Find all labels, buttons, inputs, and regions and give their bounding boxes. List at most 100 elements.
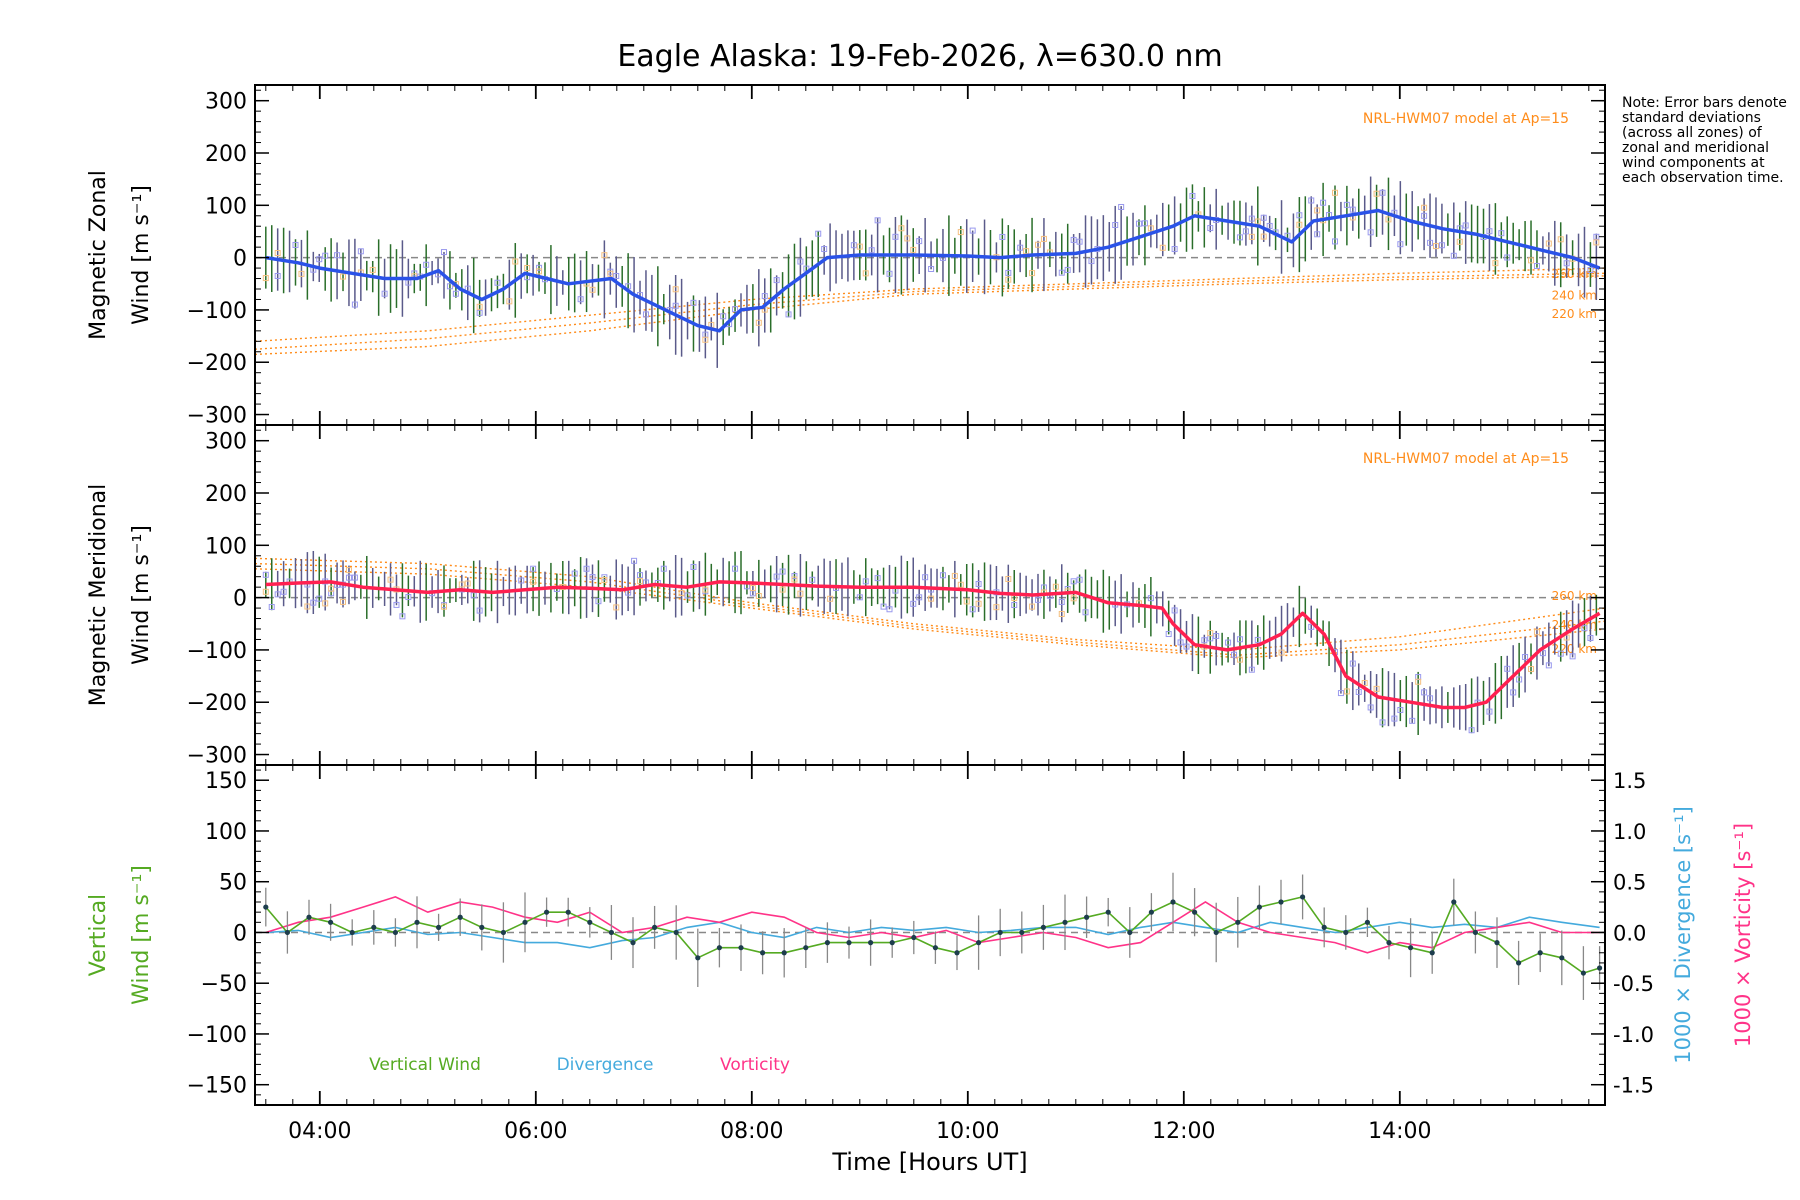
- y-tick-label: −200: [187, 691, 247, 716]
- zone-marker: [963, 598, 970, 605]
- zone-marker: [1421, 689, 1428, 696]
- vertical-ylabel-1: Vertical: [86, 894, 111, 976]
- zone-marker: [381, 290, 388, 297]
- vertical-wind-point: [328, 919, 334, 925]
- zone-marker: [334, 252, 341, 259]
- chart-title: Eagle Alaska: 19-Feb-2026, λ=630.0 nm: [617, 39, 1222, 74]
- zone-marker: [274, 250, 281, 257]
- zone-marker: [1058, 269, 1065, 276]
- zone-marker: [1076, 238, 1083, 245]
- y2-tick-label: -0.5: [1613, 972, 1654, 996]
- zone-marker: [969, 606, 976, 613]
- zone-marker: [607, 270, 614, 277]
- zone-marker: [613, 604, 620, 611]
- zone-marker: [1213, 633, 1220, 640]
- y-tick-label: 0: [233, 587, 247, 612]
- zone-marker: [922, 574, 929, 581]
- zone-marker: [1147, 225, 1154, 232]
- zone-marker: [773, 573, 780, 580]
- model-label: NRL-HWM07 model at Ap=15: [1363, 451, 1569, 467]
- zone-marker: [280, 588, 287, 595]
- zone-marker: [1432, 243, 1439, 250]
- vertical-wind-point: [522, 919, 528, 925]
- zone-marker: [637, 572, 644, 579]
- zone-marker: [423, 261, 430, 268]
- zone-marker: [1052, 583, 1059, 590]
- zone-marker: [862, 270, 869, 277]
- zone-marker: [1118, 203, 1125, 210]
- x-tick-label: 04:00: [288, 1119, 351, 1144]
- meridional-wind-line: [265, 580, 1601, 710]
- zone-marker: [1587, 267, 1594, 274]
- zone-marker: [868, 247, 875, 254]
- zone-marker: [310, 599, 317, 606]
- zone-marker: [506, 298, 513, 305]
- zone-marker: [1035, 241, 1041, 248]
- vertical-wind-point: [1597, 965, 1603, 971]
- zone-marker: [274, 272, 281, 279]
- y2-tick-label: -1.5: [1613, 1074, 1654, 1098]
- zone-marker: [1504, 665, 1511, 672]
- zone-marker: [476, 309, 483, 316]
- model-curve-220-km: [254, 275, 1606, 356]
- zone-marker: [856, 243, 863, 250]
- y-tick-label: −300: [187, 744, 247, 769]
- zonal-panel: 260 km 240 km 220 km NRL-HWM07 model at Ap=…: [86, 84, 1606, 429]
- zone-marker: [262, 571, 269, 578]
- vertical-wind-point: [544, 909, 550, 915]
- zone-marker: [1427, 239, 1434, 246]
- vertical-wind-point: [1408, 945, 1414, 951]
- zone-marker: [1593, 233, 1600, 240]
- zone-marker: [1254, 636, 1261, 643]
- zone-marker: [1314, 207, 1321, 214]
- zone-marker: [1201, 637, 1208, 644]
- zone-marker: [910, 246, 917, 253]
- zone-marker: [874, 217, 881, 224]
- x-axis-label: Time [Hours UT]: [831, 1148, 1027, 1176]
- zone-marker: [1058, 610, 1065, 617]
- y2-label-vorticity: 1000 × Vorticity [s⁻¹]: [1731, 823, 1755, 1047]
- zone-marker: [262, 588, 269, 595]
- vertical-wind-point: [846, 940, 852, 946]
- vertical-wind-point: [263, 904, 269, 910]
- zone-marker: [571, 570, 578, 577]
- zone-marker: [1361, 679, 1368, 686]
- vertical-wind-point: [1084, 914, 1090, 920]
- y-tick-label: 200: [205, 142, 247, 167]
- zone-marker: [1064, 266, 1071, 273]
- zone-marker: [1355, 688, 1362, 695]
- zone-marker: [1450, 252, 1457, 259]
- vertical-frame: [254, 764, 1606, 1106]
- zone-marker: [1587, 634, 1594, 641]
- zone-marker: [1385, 216, 1392, 223]
- vertical-wind-point: [371, 924, 377, 930]
- zone-marker: [1539, 650, 1546, 657]
- meridional-ylabel-1: Magnetic Meridional: [86, 484, 111, 706]
- zone-marker: [589, 286, 596, 293]
- zone-marker: [1391, 715, 1398, 722]
- zone-marker: [755, 319, 762, 326]
- vertical-wind-point: [889, 940, 895, 946]
- y-tick-label: 300: [205, 90, 247, 115]
- x-tick-label: 12:00: [1152, 1119, 1215, 1144]
- zone-marker: [536, 264, 543, 271]
- zone-marker: [316, 595, 323, 602]
- zone-marker: [369, 266, 376, 273]
- zone-marker: [1438, 242, 1445, 249]
- zone-marker: [1468, 727, 1475, 734]
- model-label: NRL-HWM07 model at Ap=15: [1363, 111, 1569, 127]
- vertical-wind-point: [1148, 909, 1154, 915]
- zone-marker: [1492, 260, 1499, 267]
- vertical-wind-point: [824, 940, 831, 946]
- y-tick-label: −100: [187, 299, 247, 324]
- zone-marker: [1545, 662, 1552, 669]
- model-curve-220-km: [254, 568, 1606, 659]
- zone-marker: [761, 293, 768, 300]
- zone-marker: [850, 242, 857, 249]
- x-tick-label: 06:00: [504, 1119, 567, 1144]
- zone-marker: [1563, 260, 1570, 267]
- zone-marker: [1248, 666, 1255, 673]
- zone-marker: [1593, 239, 1600, 246]
- zone-marker: [827, 595, 834, 602]
